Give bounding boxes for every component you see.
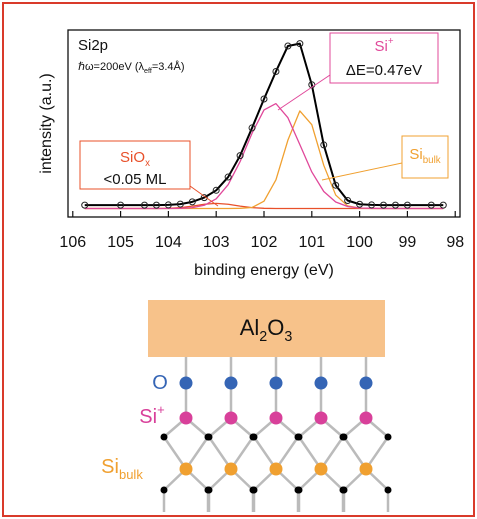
- text-part: 3: [284, 329, 292, 345]
- text-part: bulk: [423, 155, 441, 166]
- text-part: x: [145, 158, 150, 169]
- atom: [180, 463, 193, 476]
- atom: [206, 434, 213, 441]
- atom: [225, 463, 238, 476]
- row-label: Sibulk: [101, 456, 143, 482]
- atom: [296, 434, 303, 441]
- atom: [315, 412, 328, 425]
- atom: [315, 377, 328, 390]
- x-tick-label: 105: [107, 234, 134, 251]
- text-part: SiO: [120, 149, 145, 166]
- atom: [360, 463, 373, 476]
- row-label: O: [152, 372, 168, 394]
- x-axis-title: binding energy (eV): [194, 262, 334, 279]
- text-part: =3.4Å): [152, 60, 185, 73]
- figure: 106 105 104 103 102 101 100 99 98 binding energy …: [0, 0, 477, 519]
- x-tick-label: 106: [59, 234, 86, 251]
- subtitle: ℏω=200eV (λeff=3.4Å): [78, 60, 185, 75]
- atom: [225, 412, 238, 425]
- atom: [360, 377, 373, 390]
- atom: [341, 487, 348, 494]
- x-tick-label: 98: [446, 234, 464, 251]
- atom: [296, 487, 303, 494]
- atom: [270, 377, 283, 390]
- atom: [315, 463, 328, 476]
- x-tick-label: 103: [203, 234, 230, 251]
- atom: [180, 412, 193, 425]
- chart-title: Si2p: [78, 37, 108, 54]
- text-part: 2: [259, 329, 267, 345]
- atom: [180, 377, 193, 390]
- text-part: O: [267, 315, 284, 340]
- text-part: bulk: [119, 467, 143, 482]
- x-tick-label: 99: [399, 234, 417, 251]
- text-part: O: [152, 372, 168, 394]
- text-part: Si: [139, 406, 157, 428]
- atom: [360, 412, 373, 425]
- text-part: eff: [144, 67, 152, 75]
- text-part: Al: [240, 315, 260, 340]
- text-part: ℏω=200eV (λ: [78, 61, 145, 73]
- atom: [270, 412, 283, 425]
- text-part: Si: [409, 146, 422, 163]
- annotation-leader: [322, 163, 402, 180]
- x-tick-label: 101: [298, 234, 325, 251]
- row-label: Si+: [139, 402, 164, 428]
- atom: [251, 487, 258, 494]
- x-tick-label: 102: [251, 234, 278, 251]
- atom: [385, 434, 392, 441]
- annotation-leader: [278, 75, 330, 110]
- text-part: Si: [101, 456, 119, 478]
- x-tick-label: 104: [155, 234, 182, 251]
- atom: [161, 434, 168, 441]
- atom: [225, 377, 238, 390]
- text-part: +: [388, 36, 394, 47]
- annotation: <0.05 ML: [104, 171, 167, 188]
- atom: [385, 487, 392, 494]
- text-part: +: [157, 402, 165, 417]
- atom: [270, 463, 283, 476]
- atom: [161, 487, 168, 494]
- text-part: Si: [374, 38, 387, 55]
- atom: [251, 434, 258, 441]
- atom: [206, 487, 213, 494]
- y-axis-title: intensity (a.u.): [38, 73, 55, 173]
- x-tick-label: 100: [346, 234, 373, 251]
- atom: [341, 434, 348, 441]
- annotation: ΔE=0.47eV: [346, 62, 422, 79]
